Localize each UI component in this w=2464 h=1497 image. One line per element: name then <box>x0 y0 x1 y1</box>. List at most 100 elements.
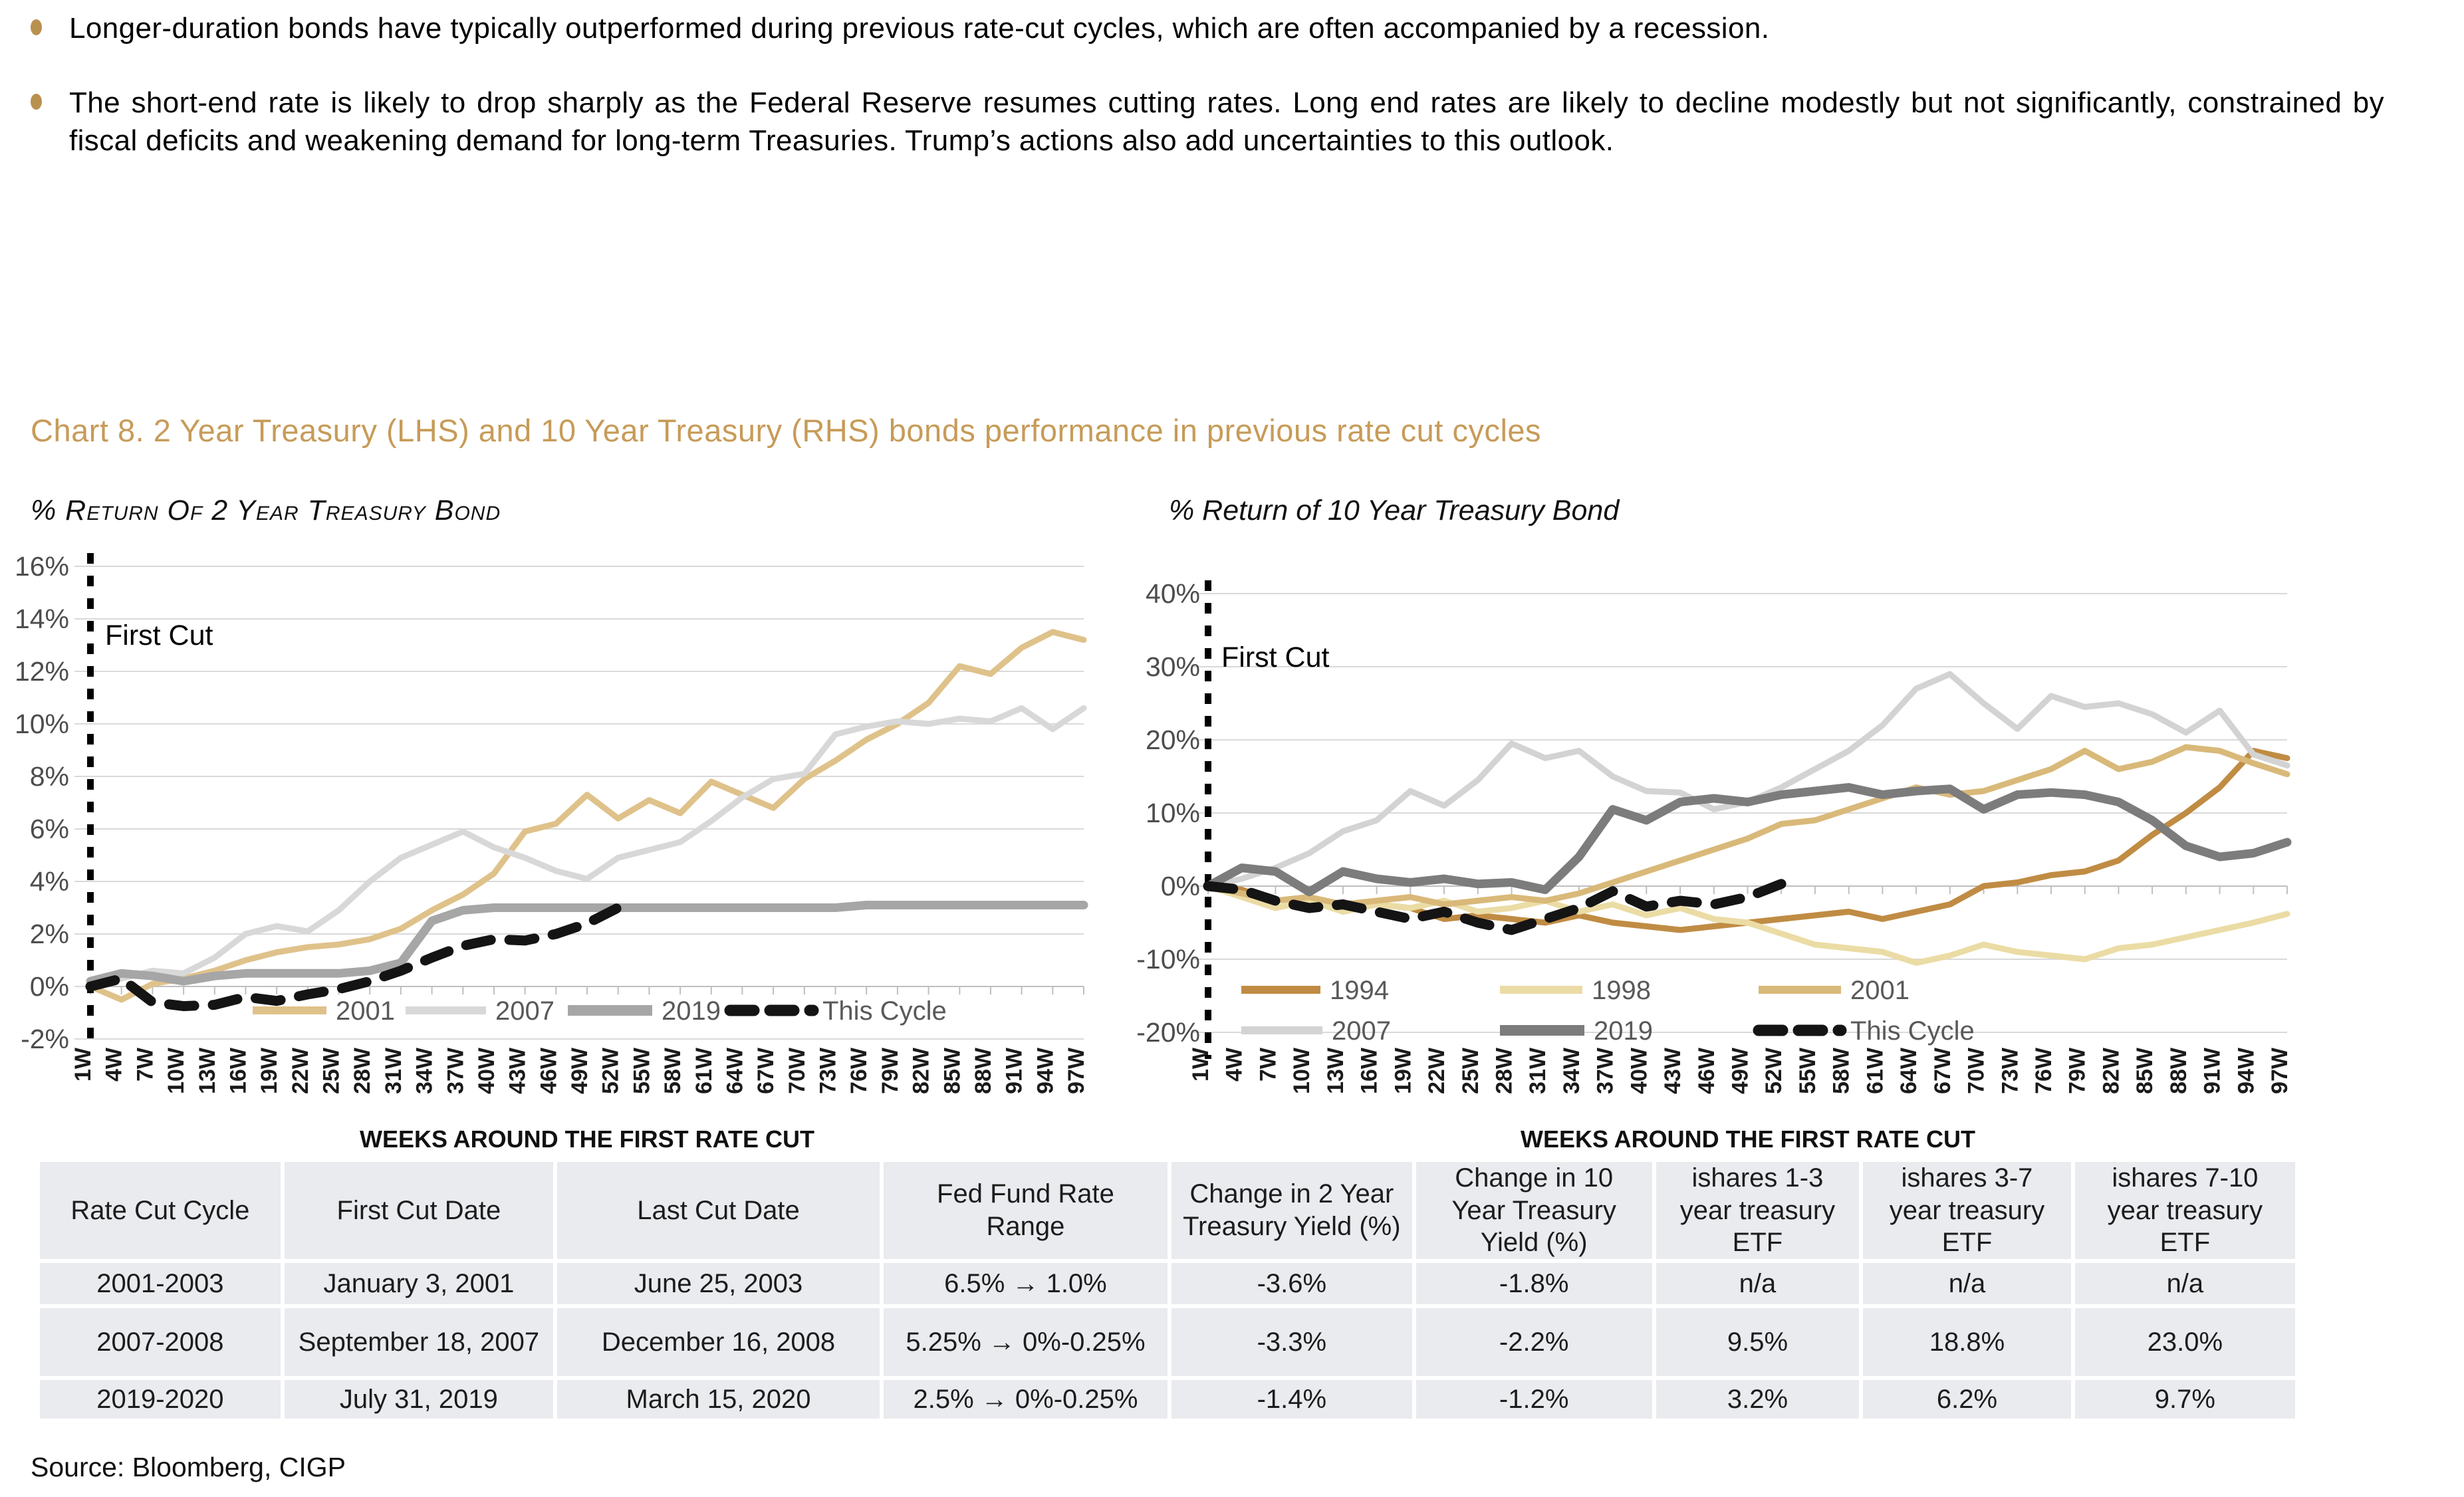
x-axis-label: 79W <box>2065 1047 2090 1094</box>
table-cell: -2.2% <box>1416 1308 1652 1376</box>
y-axis-label: 10% <box>1146 798 1200 828</box>
x-axis-label: 55W <box>629 1047 654 1094</box>
x-axis-title: WEEKS AROUND THE FIRST RATE CUT <box>1521 1125 1975 1153</box>
table-cell: December 16, 2008 <box>557 1308 880 1376</box>
table-header-cell: Fed Fund Rate Range <box>884 1162 1168 1259</box>
y-axis-label: 10% <box>15 709 69 739</box>
x-axis-label: 25W <box>1458 1047 1483 1094</box>
chart-title: Chart 8. 2 Year Treasury (LHS) and 10 Ye… <box>31 413 1542 448</box>
x-axis-label: 79W <box>878 1047 903 1094</box>
x-axis-label: 22W <box>288 1047 313 1094</box>
x-axis-label: 31W <box>1525 1047 1550 1094</box>
legend-label: 2019 <box>1594 1016 1653 1046</box>
table-cell: n/a <box>1863 1263 2071 1304</box>
x-axis-label: 67W <box>1930 1047 1955 1094</box>
y-axis-label: 2% <box>30 919 69 949</box>
table-cell: 9.7% <box>2074 1380 2295 1419</box>
bullet-list: Longer-duration bonds have typically out… <box>31 9 2384 196</box>
bullet-item: Longer-duration bonds have typically out… <box>31 9 2384 48</box>
table-cell: 6.2% <box>1863 1380 2071 1419</box>
table-header-cell: ishares 1-3 year treasury ETF <box>1656 1162 1860 1259</box>
x-axis-label: 10W <box>1289 1047 1314 1094</box>
x-axis-label: 16W <box>225 1047 251 1094</box>
series-line-2001 <box>87 629 1087 1003</box>
x-axis-label: 85W <box>2132 1047 2157 1094</box>
table-cell: June 25, 2003 <box>557 1263 880 1304</box>
y-axis-label: 8% <box>30 761 69 792</box>
right-chart-10yr-treasury: 40% 30% 20% 10% 0% -10% -20%1W 4W 7W 10W 13W 16W 19W… <box>1136 578 2292 1153</box>
table-cell: 6.5% → 1.0% <box>884 1263 1168 1304</box>
x-axis-label: 1W <box>70 1047 96 1082</box>
x-axis-label: 61W <box>1862 1047 1888 1094</box>
table-header-cell: Rate Cut Cycle <box>40 1162 281 1259</box>
right-chart-subtitle: % Return of 10 Year Treasury Bond <box>1169 495 1620 526</box>
x-axis-label: 31W <box>381 1047 406 1094</box>
x-axis-label: 43W <box>1660 1047 1685 1094</box>
table-cell: 3.2% <box>1656 1380 1860 1419</box>
rate-cut-table: Rate Cut Cycle First Cut Date Last Cut Dat… <box>40 1162 2295 1419</box>
series-line-2007 <box>87 705 1087 990</box>
x-axis-label: 94W <box>2233 1047 2259 1094</box>
first-cut-label: First Cut <box>105 620 213 651</box>
x-axis-label: 70W <box>1964 1047 1989 1094</box>
x-axis-label: 46W <box>1694 1047 1719 1094</box>
x-axis-label: 70W <box>785 1047 810 1094</box>
x-axis-label: 97W <box>1064 1047 1089 1094</box>
bullet-text: Longer-duration bonds have typically out… <box>69 12 1770 45</box>
y-axis-label: 20% <box>1146 725 1200 755</box>
x-axis-label: 94W <box>1033 1047 1058 1094</box>
table-cell: 2019-2020 <box>40 1380 281 1419</box>
x-axis-label: 61W <box>691 1047 717 1094</box>
table-cell: -1.2% <box>1416 1380 1652 1419</box>
x-axis-label: 85W <box>939 1047 965 1094</box>
x-axis-label: 46W <box>536 1047 561 1094</box>
first-cut-label: First Cut <box>1221 641 1330 673</box>
table-cell: -3.3% <box>1171 1308 1412 1376</box>
x-axis-label: 10W <box>164 1047 189 1094</box>
x-axis-label: 16W <box>1357 1047 1382 1094</box>
x-axis-label: 25W <box>319 1047 344 1094</box>
table-cell: n/a <box>2074 1263 2295 1304</box>
x-axis-label: 49W <box>1728 1047 1753 1094</box>
x-axis-label: 58W <box>660 1047 685 1094</box>
x-axis-label: 40W <box>474 1047 499 1094</box>
y-axis-label: -2% <box>21 1024 69 1054</box>
x-axis-label: 88W <box>2166 1047 2191 1094</box>
table-cell: 5.25% → 0%-0.25% <box>884 1308 1168 1376</box>
x-axis-label: 52W <box>598 1047 624 1094</box>
x-axis-label: 22W <box>1424 1047 1449 1094</box>
y-axis-label: 4% <box>30 866 69 897</box>
table-header-cell: First Cut Date <box>284 1162 553 1259</box>
table-cell: 18.8% <box>1863 1308 2071 1376</box>
x-axis-label: 7W <box>132 1047 158 1082</box>
y-axis-label: 0% <box>1161 871 1200 901</box>
source-note: Source: Bloomberg, CIGP <box>31 1452 346 1482</box>
table-cell: -1.4% <box>1171 1380 1412 1419</box>
table-cell: July 31, 2019 <box>284 1380 553 1419</box>
legend-label: 2007 <box>495 996 554 1026</box>
table-cell: 2007-2008 <box>40 1308 281 1376</box>
x-axis-label: 88W <box>971 1047 996 1094</box>
table-cell: -3.6% <box>1171 1263 1412 1304</box>
table-cell: n/a <box>1656 1263 1860 1304</box>
y-axis-label: 12% <box>15 656 69 687</box>
x-axis-label: 64W <box>722 1047 747 1094</box>
x-axis-label: 73W <box>1997 1047 2023 1094</box>
legend-label: 1994 <box>1330 976 1389 1005</box>
x-axis-label: 76W <box>846 1047 872 1094</box>
x-axis-label: 34W <box>412 1047 437 1094</box>
x-axis-label: 91W <box>2200 1047 2225 1094</box>
legend-label: This Cycle <box>822 996 947 1026</box>
legend-label: This Cycle <box>1850 1016 1975 1046</box>
table-header-cell: Change in 2 Year Treasury Yield (%) <box>1171 1162 1412 1259</box>
x-axis-label: 73W <box>816 1047 841 1094</box>
legend-label: 1998 <box>1592 976 1651 1005</box>
series-line-1998 <box>1205 883 2290 966</box>
x-axis-label: 76W <box>2031 1047 2056 1094</box>
x-axis-label: 1W <box>1188 1047 1213 1082</box>
y-axis-label: 16% <box>15 551 69 582</box>
table-cell: March 15, 2020 <box>557 1380 880 1419</box>
table-cell: 9.5% <box>1656 1308 1860 1376</box>
x-axis-label: 34W <box>1559 1047 1584 1094</box>
x-axis-label: 97W <box>2267 1047 2292 1094</box>
